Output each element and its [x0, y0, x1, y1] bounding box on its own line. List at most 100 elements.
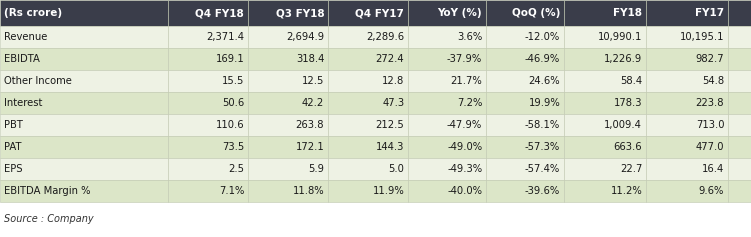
Bar: [248, 0, 328, 26]
Bar: [328, 158, 408, 180]
Bar: [646, 26, 728, 48]
Text: 50.6: 50.6: [222, 98, 244, 108]
Bar: [486, 158, 564, 180]
Bar: [728, 92, 751, 114]
Text: 178.3: 178.3: [614, 98, 642, 108]
Text: -46.9%: -46.9%: [525, 54, 560, 64]
Bar: [408, 92, 486, 114]
Bar: [486, 114, 564, 136]
Text: 21.7%: 21.7%: [451, 76, 482, 86]
Bar: [408, 158, 486, 180]
Bar: [168, 26, 248, 48]
Bar: [248, 180, 328, 202]
Bar: [168, 114, 248, 136]
Bar: [564, 180, 646, 202]
Bar: [328, 92, 408, 114]
Bar: [408, 70, 486, 92]
Text: 5.0: 5.0: [388, 164, 404, 174]
Text: -49.3%: -49.3%: [447, 164, 482, 174]
Text: 58.4: 58.4: [620, 76, 642, 86]
Bar: [0, 0, 168, 26]
Bar: [728, 0, 751, 26]
Bar: [0, 70, 168, 92]
Bar: [728, 114, 751, 136]
Text: PAT: PAT: [4, 142, 21, 152]
Text: -37.9%: -37.9%: [447, 54, 482, 64]
Bar: [328, 48, 408, 70]
Bar: [248, 158, 328, 180]
Text: EBIDTA: EBIDTA: [4, 54, 40, 64]
Bar: [328, 0, 408, 26]
Text: 73.5: 73.5: [222, 142, 244, 152]
Bar: [248, 114, 328, 136]
Bar: [728, 48, 751, 70]
Text: 2.5: 2.5: [228, 164, 244, 174]
Bar: [408, 180, 486, 202]
Bar: [168, 0, 248, 26]
Bar: [328, 136, 408, 158]
Bar: [328, 70, 408, 92]
Text: 47.3: 47.3: [382, 98, 404, 108]
Text: 22.7: 22.7: [620, 164, 642, 174]
Bar: [408, 114, 486, 136]
Bar: [0, 158, 168, 180]
Bar: [728, 70, 751, 92]
Text: FY17: FY17: [695, 8, 724, 18]
Bar: [564, 114, 646, 136]
Bar: [0, 26, 168, 48]
Text: 12.8: 12.8: [382, 76, 404, 86]
Text: 2,694.9: 2,694.9: [286, 32, 324, 42]
Text: 7.1%: 7.1%: [219, 186, 244, 196]
Bar: [408, 26, 486, 48]
Bar: [328, 26, 408, 48]
Bar: [486, 26, 564, 48]
Bar: [646, 136, 728, 158]
Bar: [248, 48, 328, 70]
Text: 110.6: 110.6: [216, 120, 244, 130]
Bar: [168, 158, 248, 180]
Bar: [248, 26, 328, 48]
Bar: [248, 92, 328, 114]
Bar: [564, 70, 646, 92]
Text: -47.9%: -47.9%: [447, 120, 482, 130]
Text: -57.3%: -57.3%: [525, 142, 560, 152]
Bar: [486, 48, 564, 70]
Text: 24.6%: 24.6%: [529, 76, 560, 86]
Text: 172.1: 172.1: [295, 142, 324, 152]
Bar: [646, 48, 728, 70]
Text: 1,009.4: 1,009.4: [605, 120, 642, 130]
Bar: [728, 180, 751, 202]
Bar: [486, 92, 564, 114]
Bar: [168, 92, 248, 114]
Text: QoQ (%): QoQ (%): [512, 8, 560, 18]
Bar: [0, 136, 168, 158]
Text: Other Income: Other Income: [4, 76, 71, 86]
Bar: [728, 136, 751, 158]
Text: -57.4%: -57.4%: [525, 164, 560, 174]
Text: 318.4: 318.4: [296, 54, 324, 64]
Text: (Rs crore): (Rs crore): [4, 8, 62, 18]
Bar: [328, 180, 408, 202]
Text: 477.0: 477.0: [695, 142, 724, 152]
Text: Interest: Interest: [4, 98, 42, 108]
Bar: [646, 158, 728, 180]
Bar: [646, 180, 728, 202]
Text: 663.6: 663.6: [614, 142, 642, 152]
Bar: [168, 180, 248, 202]
Bar: [486, 70, 564, 92]
Text: 1,226.9: 1,226.9: [604, 54, 642, 64]
Text: 144.3: 144.3: [376, 142, 404, 152]
Text: 169.1: 169.1: [216, 54, 244, 64]
Bar: [248, 136, 328, 158]
Text: YoY (%): YoY (%): [438, 8, 482, 18]
Text: PBT: PBT: [4, 120, 23, 130]
Text: Q4 FY17: Q4 FY17: [355, 8, 404, 18]
Text: -40.0%: -40.0%: [448, 186, 482, 196]
Text: 11.8%: 11.8%: [293, 186, 324, 196]
Text: 223.8: 223.8: [695, 98, 724, 108]
Bar: [486, 180, 564, 202]
Text: Source : Company: Source : Company: [4, 214, 93, 224]
Text: 12.5: 12.5: [302, 76, 324, 86]
Bar: [0, 114, 168, 136]
Bar: [646, 70, 728, 92]
